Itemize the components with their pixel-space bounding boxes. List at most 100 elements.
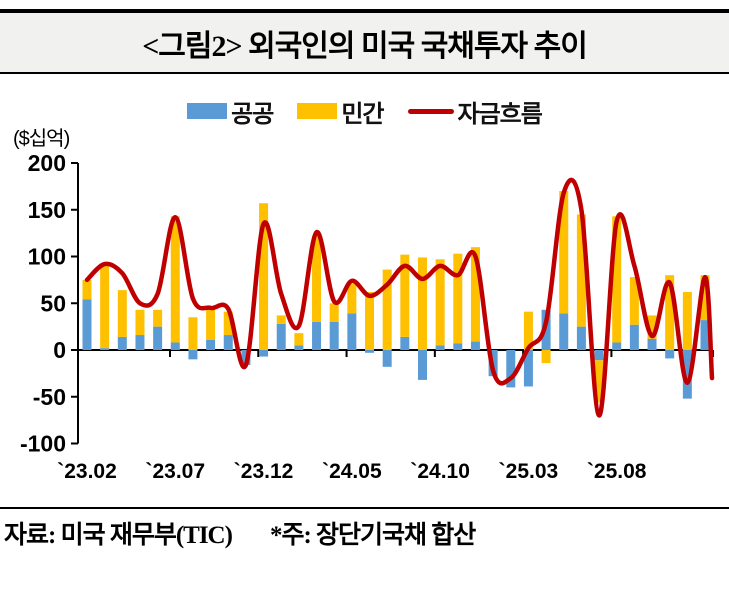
y-tick-label: 0 bbox=[53, 337, 66, 363]
flow-series-swatch bbox=[407, 108, 454, 114]
bar-segment bbox=[117, 290, 127, 337]
bar-segment bbox=[365, 350, 375, 353]
bar-segment bbox=[612, 342, 622, 350]
x-tick-label: `24.05 bbox=[322, 460, 382, 483]
bar-segment bbox=[665, 350, 675, 359]
y-tick-label: 100 bbox=[28, 244, 66, 270]
bar-segment bbox=[382, 350, 392, 367]
bar-segment bbox=[435, 345, 445, 350]
bar-segment bbox=[417, 257, 427, 350]
bar-segment bbox=[170, 342, 180, 350]
bar-segment bbox=[223, 335, 233, 350]
bar-segment bbox=[506, 350, 516, 388]
bar-segment bbox=[188, 317, 198, 350]
bar-segment bbox=[470, 341, 480, 350]
bar-segment bbox=[682, 292, 692, 350]
bar-segment bbox=[153, 309, 163, 327]
bar-segment bbox=[700, 275, 710, 321]
legend-item-private: 민간 bbox=[297, 94, 385, 129]
bar-segment bbox=[435, 259, 445, 346]
footer: 자료: 미국 재무부(TIC) *주: 장단기국채 합산 bbox=[0, 507, 729, 567]
bar-segment bbox=[594, 360, 604, 403]
bar-segment bbox=[259, 350, 269, 357]
bar-segment bbox=[276, 315, 286, 324]
bar-segment bbox=[259, 203, 269, 350]
bar-segment bbox=[559, 191, 569, 314]
bar-segment bbox=[100, 265, 110, 349]
y-tick-label: -100 bbox=[20, 431, 66, 457]
bar-segment bbox=[453, 253, 463, 344]
legend-item-flow: 자금흐름 bbox=[407, 94, 543, 129]
y-tick-label: -50 bbox=[33, 384, 66, 410]
private-series-swatch bbox=[297, 103, 338, 119]
bar-segment bbox=[682, 350, 692, 399]
bar-segment bbox=[312, 235, 322, 322]
bar-segment bbox=[400, 254, 410, 337]
bar-segment bbox=[629, 324, 639, 350]
bar-segment bbox=[153, 326, 163, 350]
bar-segment bbox=[347, 283, 357, 314]
bar-segment bbox=[82, 279, 92, 300]
bar-segment bbox=[223, 311, 233, 336]
bar-segment bbox=[417, 350, 427, 380]
x-tick-label: `23.12 bbox=[234, 460, 294, 483]
bar-segment bbox=[117, 336, 127, 350]
bar-segment bbox=[612, 216, 622, 343]
bar-segment bbox=[100, 348, 110, 350]
bar-segment bbox=[523, 311, 533, 350]
bar-segment bbox=[276, 323, 286, 350]
bar-segment bbox=[294, 345, 304, 350]
bar-segment bbox=[170, 216, 180, 343]
page-title: <그림2> 외국인의 미국 국채투자 추이 bbox=[142, 29, 588, 63]
bar-segment bbox=[135, 309, 145, 336]
bar-segment bbox=[541, 350, 551, 364]
x-tick-label: `25.03 bbox=[499, 460, 559, 483]
bar-segment bbox=[453, 343, 463, 350]
bar-segment bbox=[82, 299, 92, 350]
bar-segment bbox=[347, 313, 357, 350]
source-note: 자료: 미국 재무부(TIC) bbox=[4, 522, 233, 549]
bar-segment bbox=[559, 313, 569, 350]
bar-segment bbox=[576, 326, 586, 350]
x-tick-label: `23.07 bbox=[146, 460, 206, 483]
bar-segment bbox=[365, 292, 375, 350]
bar-segment bbox=[576, 214, 586, 327]
bar-segment bbox=[188, 350, 198, 360]
bar-segment bbox=[206, 309, 216, 340]
chart-legend: 공공 민간 자금흐름 bbox=[0, 94, 729, 128]
bar-segment bbox=[329, 321, 339, 350]
bar-segment bbox=[294, 333, 304, 346]
bar-segment bbox=[629, 277, 639, 325]
bar-segment bbox=[135, 335, 145, 350]
legend-item-public: 공공 bbox=[187, 94, 274, 129]
flow-line bbox=[84, 177, 715, 418]
bar-segment bbox=[523, 350, 533, 387]
bar-segment bbox=[665, 275, 675, 350]
public-series-swatch bbox=[187, 103, 228, 119]
bar-segment bbox=[400, 336, 410, 350]
x-axis-labels: `23.02 `23.07 `23.12 `24.05 `24.10 `25.03 `25.… bbox=[57, 460, 647, 483]
title-band: <그림2> 외국인의 미국 국채투자 추이 bbox=[0, 9, 729, 74]
bar-segment bbox=[647, 315, 657, 339]
legend-label-private: 민간 bbox=[341, 100, 384, 128]
y-tick-label: 150 bbox=[28, 197, 66, 223]
bar-segment bbox=[647, 338, 657, 350]
bar-segment bbox=[382, 269, 392, 350]
x-tick-label: `23.02 bbox=[57, 460, 117, 483]
bar-segment bbox=[470, 247, 480, 342]
method-note: *주: 장단기국채 합산 bbox=[269, 522, 476, 549]
legend-label-public: 공공 bbox=[231, 100, 274, 128]
y-tick-label: 50 bbox=[40, 290, 66, 316]
bar-segment bbox=[594, 350, 604, 361]
bar-segment bbox=[329, 303, 339, 322]
legend-label-flow: 자금흐름 bbox=[457, 100, 543, 128]
y-tick-label: 200 bbox=[28, 150, 66, 176]
bar-segment bbox=[312, 321, 322, 350]
bar-segment bbox=[206, 339, 216, 350]
x-tick-label: `25.08 bbox=[587, 460, 647, 483]
y-axis-unit-label: ($십억) bbox=[13, 128, 70, 150]
bar-segment bbox=[700, 320, 710, 350]
x-tick-label: `24.10 bbox=[410, 460, 470, 483]
